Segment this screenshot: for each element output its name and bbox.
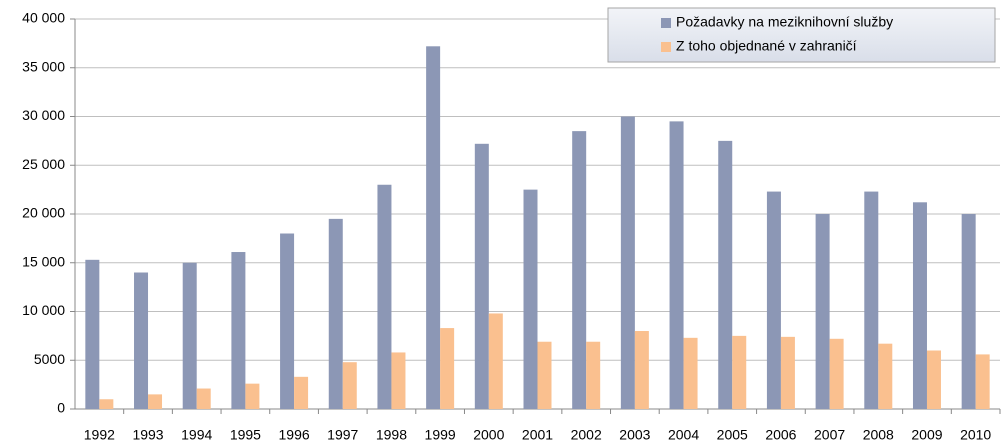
x-tick-label: 2002 <box>571 427 602 443</box>
bar <box>294 376 309 409</box>
bar <box>440 328 455 409</box>
bar <box>766 191 781 409</box>
x-tick-label: 2006 <box>765 427 796 443</box>
legend-label: Z toho objednané v zahraničí <box>676 38 857 54</box>
bar <box>148 394 163 409</box>
bar <box>391 352 406 409</box>
x-tick-label: 2010 <box>960 427 991 443</box>
bar <box>523 189 538 409</box>
x-tick-label: 1994 <box>181 427 212 443</box>
bar <box>85 259 100 409</box>
bar <box>864 191 879 409</box>
bar <box>245 383 260 409</box>
bar <box>829 338 844 409</box>
bar <box>718 140 733 409</box>
x-tick-label: 1997 <box>327 427 358 443</box>
bar <box>620 116 635 409</box>
bar <box>474 143 489 410</box>
y-tick-label: 5000 <box>34 351 65 367</box>
bar <box>488 313 503 409</box>
bar <box>328 218 343 409</box>
bar <box>912 202 927 409</box>
bar <box>182 262 197 409</box>
bar <box>586 341 601 409</box>
x-tick-label: 2009 <box>911 427 942 443</box>
x-tick-label: 2000 <box>473 427 504 443</box>
bar <box>634 331 649 409</box>
legend-box <box>607 7 996 63</box>
x-tick-label: 1995 <box>230 427 261 443</box>
y-tick-label: 30 000 <box>22 107 65 123</box>
bar <box>231 252 246 409</box>
x-tick-label: 1998 <box>376 427 407 443</box>
y-tick-label: 15 000 <box>22 253 65 269</box>
y-tick-label: 20 000 <box>22 205 65 221</box>
bar <box>961 214 976 409</box>
x-tick-label: 1999 <box>425 427 456 443</box>
y-tick-label: 35 000 <box>22 58 65 74</box>
bar <box>99 399 114 409</box>
x-tick-label: 1996 <box>279 427 310 443</box>
bar <box>537 341 552 409</box>
bar <box>669 121 684 409</box>
bar <box>572 131 587 409</box>
x-tick-label: 2003 <box>619 427 650 443</box>
x-tick-label: 1993 <box>132 427 163 443</box>
bar <box>780 336 795 409</box>
x-tick-label: 2001 <box>522 427 553 443</box>
legend-swatch <box>661 18 671 28</box>
bar <box>134 272 149 409</box>
x-tick-label: 1992 <box>84 427 115 443</box>
bar <box>280 233 295 409</box>
bar <box>732 335 747 409</box>
y-tick-label: 25 000 <box>22 156 65 172</box>
x-tick-label: 2004 <box>668 427 699 443</box>
bar <box>426 46 441 410</box>
legend-label: Požadavky na meziknihovní služby <box>676 14 893 30</box>
bar <box>342 362 357 409</box>
bar <box>815 214 830 409</box>
y-tick-label: 0 <box>57 400 65 416</box>
bar <box>926 350 941 409</box>
bar <box>878 343 893 409</box>
y-tick-label: 10 000 <box>22 302 65 318</box>
x-tick-label: 2008 <box>863 427 894 443</box>
bar <box>196 388 211 409</box>
bar <box>975 354 990 409</box>
x-tick-label: 2005 <box>717 427 748 443</box>
y-tick-label: 40 000 <box>22 10 65 26</box>
x-tick-label: 2007 <box>814 427 845 443</box>
legend-swatch <box>661 42 671 52</box>
bar <box>377 184 392 409</box>
bar <box>683 337 698 409</box>
